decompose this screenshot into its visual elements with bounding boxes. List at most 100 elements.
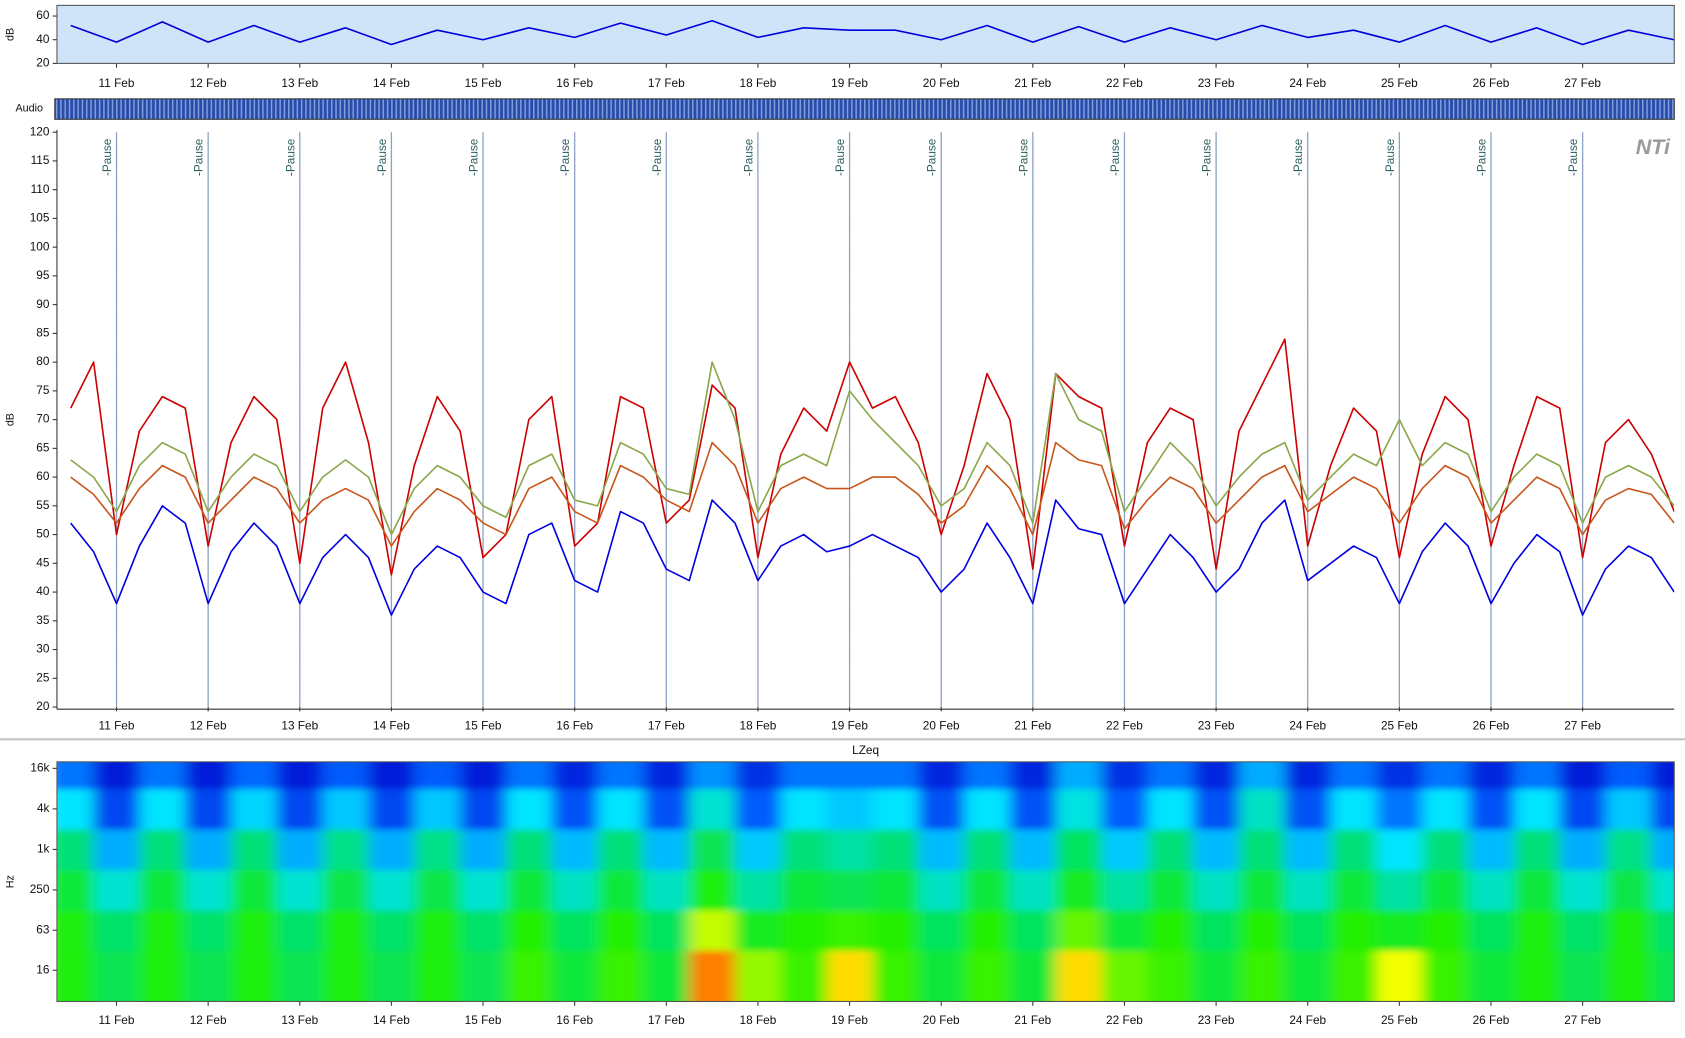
heatmap-cell — [1605, 950, 1652, 1002]
heatmap-cell — [1468, 829, 1515, 871]
y-tick-label: 25 — [36, 670, 50, 684]
heatmap-cell — [368, 950, 415, 1002]
heatmap-cell — [1193, 761, 1240, 790]
heatmap-cell — [735, 829, 782, 871]
logo: NTi — [1636, 135, 1671, 159]
heatmap-cell — [414, 788, 461, 830]
x-tick-label: 20 Feb — [923, 76, 960, 90]
heatmap-cell — [231, 788, 278, 830]
heatmap-cell — [322, 829, 370, 871]
heatmap-cell — [139, 950, 186, 1002]
x-tick-label: 23 Feb — [1198, 1013, 1235, 1027]
heatmap-cell — [1193, 829, 1240, 871]
heatmap-cell — [414, 761, 461, 790]
heatmap-cell — [551, 950, 599, 1002]
heatmap-cell — [276, 869, 324, 911]
heatmap-cell — [1422, 950, 1469, 1002]
x-tick-label: 12 Feb — [190, 719, 227, 733]
heatmap-cell — [185, 761, 232, 790]
heatmap-cell — [185, 788, 232, 830]
x-tick-label: 11 Feb — [99, 719, 135, 733]
heatmap-cell — [1239, 761, 1286, 790]
heatmap-cell — [1284, 829, 1332, 871]
pause-label: -Pause — [650, 138, 664, 176]
x-tick-label: 22 Feb — [1106, 76, 1143, 90]
heatmap-cell — [231, 761, 278, 790]
x-tick-label: 17 Feb — [648, 719, 685, 733]
y-tick-label: 55 — [36, 498, 50, 512]
heatmap-cell — [414, 829, 461, 871]
y-tick-label: 115 — [31, 153, 50, 167]
x-tick-label: 16 Feb — [556, 719, 593, 733]
heatmap-cell — [1147, 869, 1194, 911]
y-tick-label: 45 — [36, 555, 50, 569]
heatmap-cell — [1513, 761, 1561, 790]
heatmap-cell — [826, 829, 874, 871]
heatmap-cell — [918, 869, 965, 911]
heatmap-cell — [185, 910, 232, 951]
heatmap-cell — [460, 761, 507, 790]
x-tick-label: 25 Feb — [1381, 76, 1418, 90]
heatmap-cell — [1055, 788, 1103, 830]
heatmap-cell — [872, 788, 919, 830]
heatmap-cell — [1605, 869, 1652, 911]
audio-track — [54, 98, 1675, 120]
heatmap-cell — [185, 829, 232, 871]
x-tick-label: 11 Feb — [99, 76, 135, 90]
x-tick-label: 21 Feb — [1014, 76, 1051, 90]
heatmap-cell — [735, 950, 782, 1002]
heatmap-cell — [1055, 829, 1103, 871]
heatmap-cell — [780, 910, 828, 951]
y-tick-label: 16 — [36, 962, 50, 976]
y-axis-label: dB — [5, 413, 17, 426]
heatmap-cell — [460, 910, 507, 951]
pause-label: -Pause — [467, 138, 481, 176]
heatmap-cell — [368, 910, 415, 951]
heatmap-cell — [689, 950, 736, 1002]
series-line — [70, 441, 1675, 547]
heatmap-cell — [460, 829, 507, 871]
pause-label: -Pause — [925, 138, 939, 176]
pause-label: -Pause — [1016, 138, 1030, 176]
y-tick-label: 35 — [36, 613, 50, 627]
heatmap-cell — [964, 869, 1011, 911]
heatmap-cell — [780, 829, 828, 871]
heatmap-cell — [735, 869, 782, 911]
series-line — [70, 499, 1675, 616]
heatmap-cell — [826, 950, 874, 1002]
plot-background — [56, 5, 1675, 64]
heatmap-cell — [826, 788, 874, 830]
heatmap-cell — [1513, 869, 1561, 911]
heatmap-cell — [322, 761, 370, 790]
heatmap-cell — [414, 910, 461, 951]
heatmap-cell — [1651, 761, 1675, 790]
x-tick-label: 25 Feb — [1381, 719, 1418, 733]
x-tick-label: 19 Feb — [831, 76, 868, 90]
plot-border — [56, 4, 1675, 64]
y-tick-label: 105 — [30, 211, 50, 225]
heatmap-cell — [414, 869, 461, 911]
heatmap-cell — [1193, 788, 1240, 830]
x-tick-label: 19 Feb — [831, 1013, 868, 1027]
x-tick-label: 18 Feb — [740, 1013, 777, 1027]
pause-label: -Pause — [833, 138, 847, 176]
heatmap-cell — [1513, 950, 1561, 1002]
y-tick-label: 60 — [36, 469, 50, 483]
heatmap-cell — [414, 950, 461, 1002]
heatmap-cell — [1651, 950, 1675, 1002]
heatmap-cell — [1239, 910, 1286, 951]
heatmap-cell — [1605, 761, 1652, 790]
y-tick-label: 60 — [36, 8, 50, 22]
heatmap-cell — [1101, 829, 1148, 871]
x-tick-label: 14 Feb — [373, 719, 410, 733]
heatmap-cell — [139, 869, 186, 911]
x-tick-label: 24 Feb — [1289, 76, 1326, 90]
heatmap-cell — [964, 788, 1011, 830]
heatmap-cell — [1468, 761, 1515, 790]
heatmap-cell — [872, 910, 919, 951]
heatmap-cell — [1009, 910, 1057, 951]
heatmap-cell — [1055, 761, 1103, 790]
x-tick-label: 13 Feb — [281, 76, 318, 90]
pause-label: -Pause — [1566, 138, 1580, 176]
heatmap-cell — [1284, 869, 1332, 911]
